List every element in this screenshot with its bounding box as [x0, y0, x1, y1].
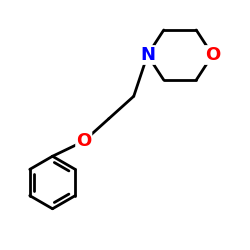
Text: N: N: [140, 46, 155, 64]
Text: O: O: [205, 46, 220, 64]
Text: O: O: [76, 132, 92, 150]
